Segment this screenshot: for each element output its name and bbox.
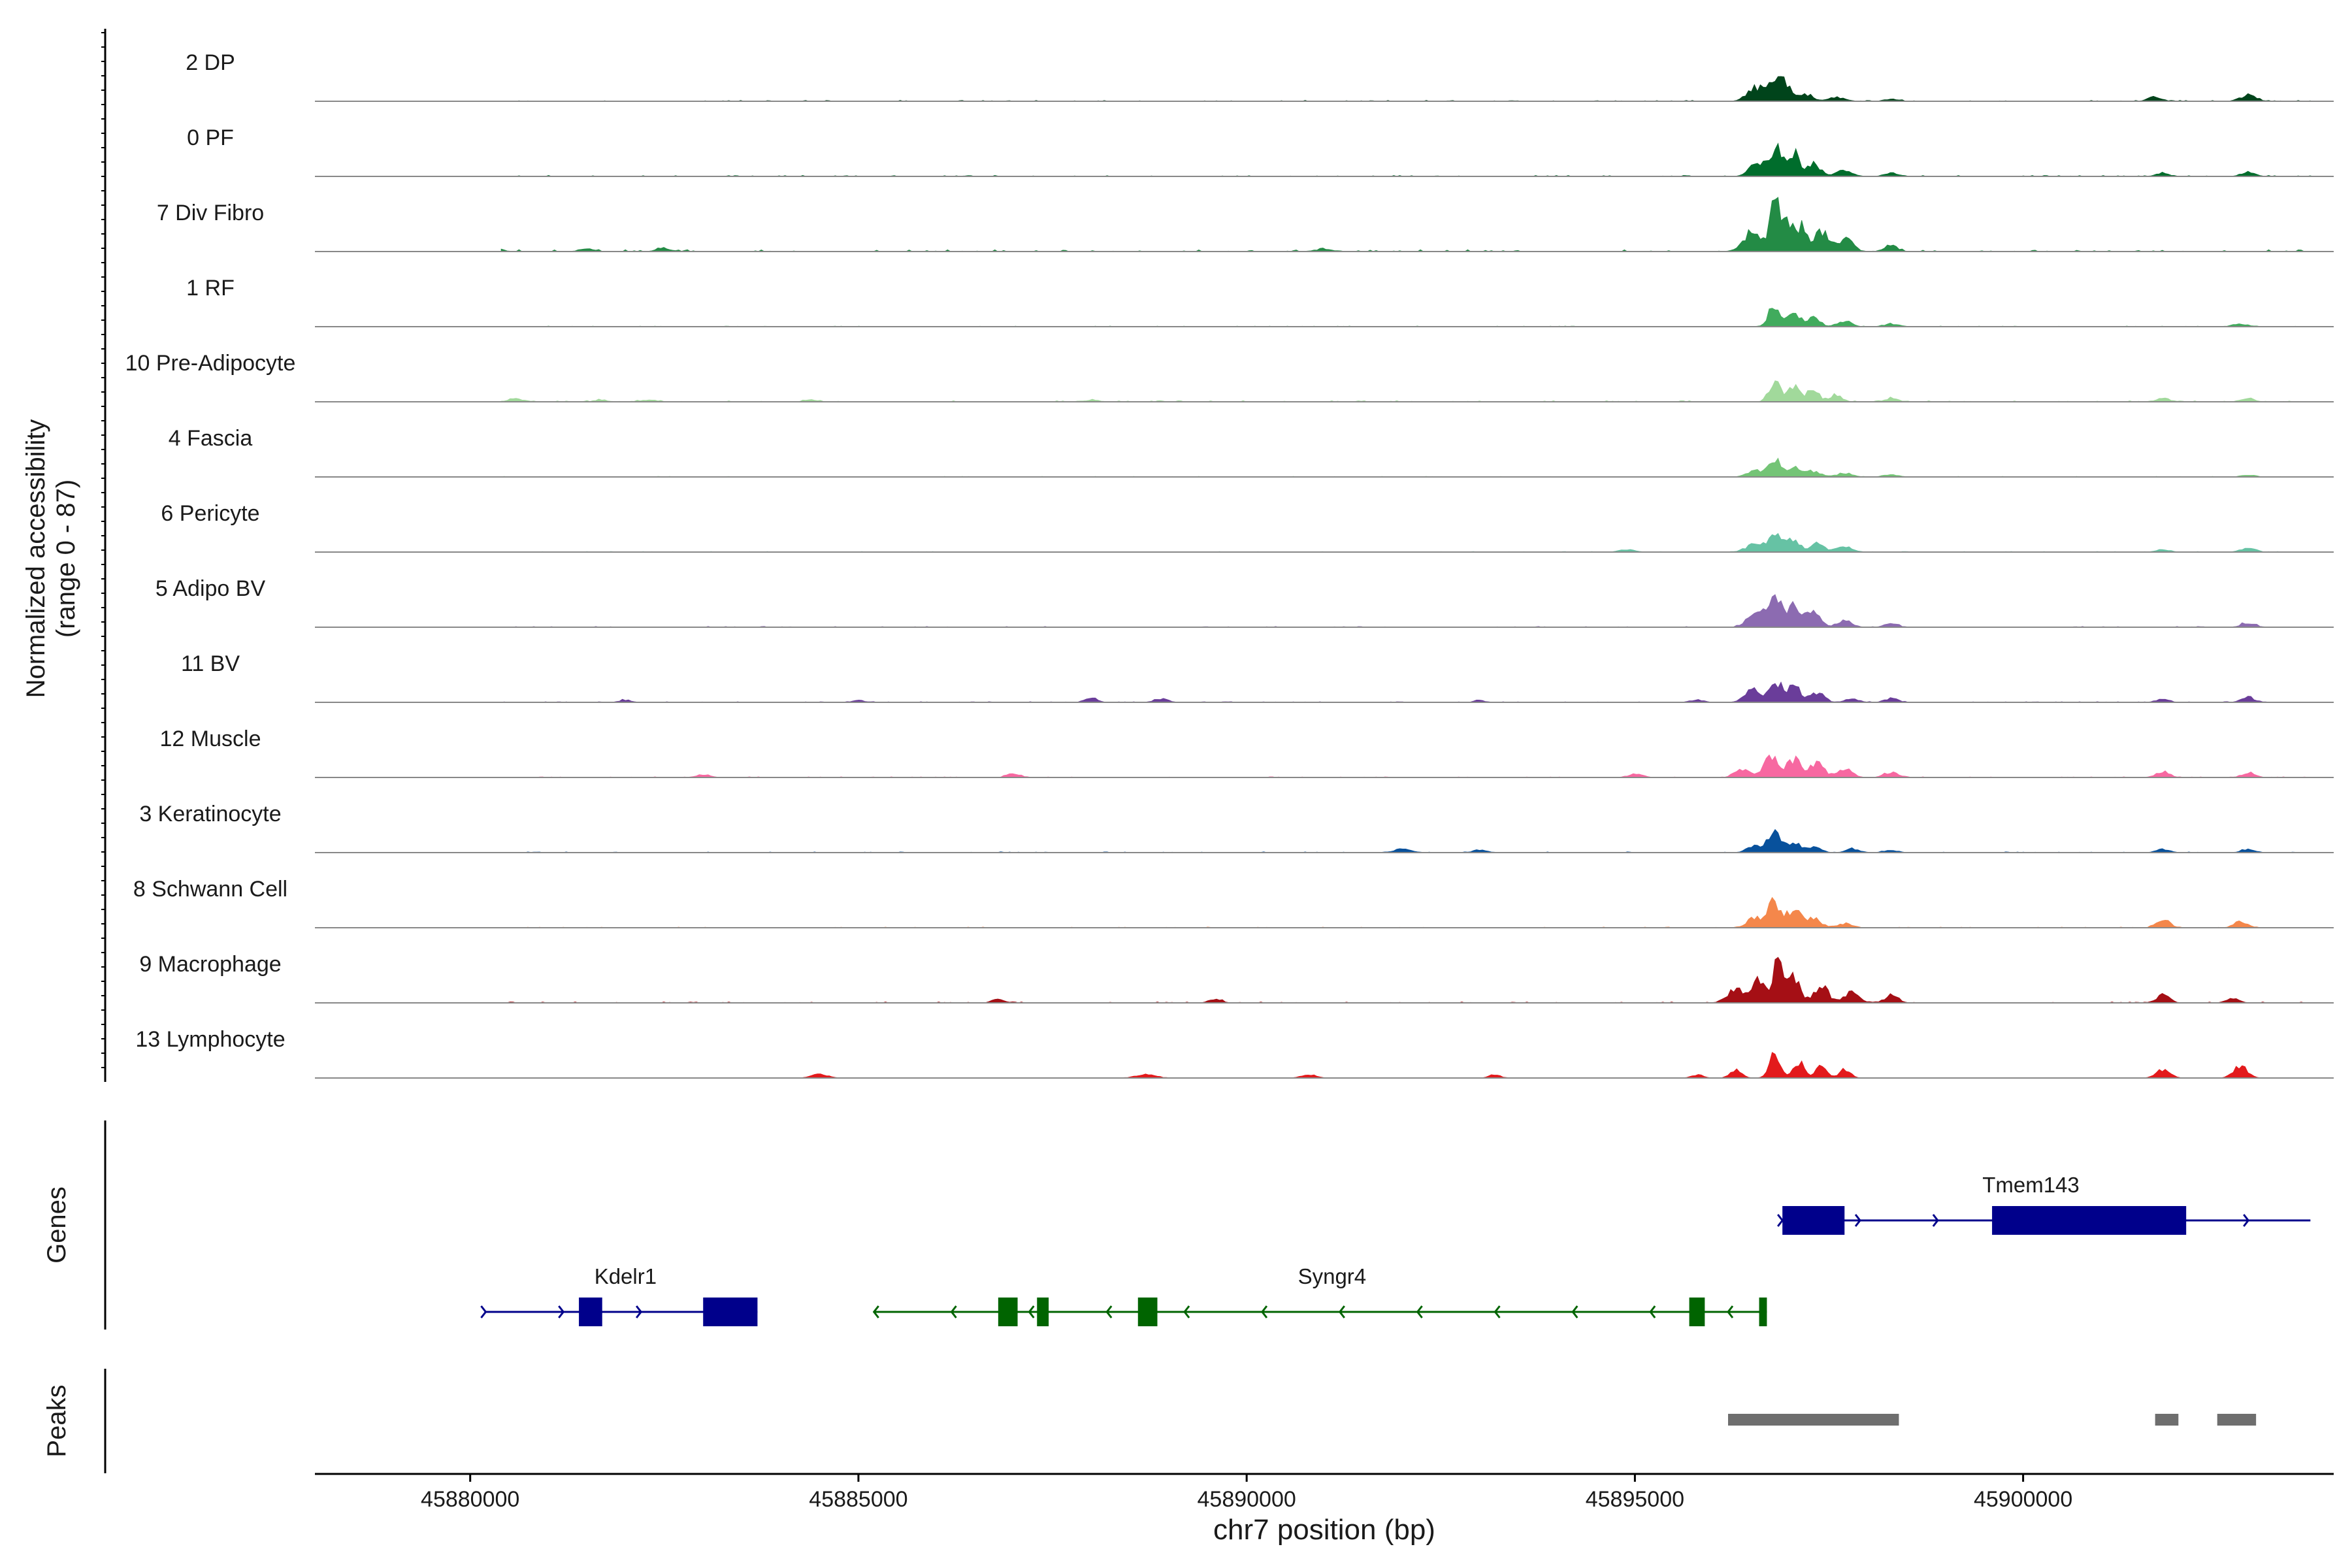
coverage-track-label: 2 DP: [186, 50, 235, 75]
coverage-track: 12 Muscle: [160, 727, 2334, 778]
strand-arrow: [950, 1305, 957, 1318]
strand-arrow: [1261, 1305, 1268, 1318]
coverage-track: 5 Adipo BV: [155, 576, 2334, 628]
coverage-track: 8 Schwann Cell: [133, 877, 2334, 928]
strand-arrow: [1028, 1305, 1035, 1318]
strand-arrow: [1338, 1305, 1345, 1318]
gene-exon: [1037, 1298, 1049, 1326]
coverage-track-label: 10 Pre-Adipocyte: [125, 351, 296, 376]
coverage-track-label: 4 Fascia: [169, 426, 253, 451]
coverage-track: 0 PF: [187, 125, 2334, 177]
coverage-track: 13 Lymphocyte: [135, 1027, 2334, 1079]
coverage-track-label: 0 PF: [187, 125, 234, 150]
strand-arrow: [480, 1305, 487, 1318]
strand-arrow: [1571, 1305, 1578, 1318]
strand-arrow: [1105, 1305, 1113, 1318]
coverage-track-label: 6 Pericyte: [161, 501, 259, 526]
coverage-track-label: 9 Macrophage: [139, 952, 281, 977]
gene-model: Kdelr1: [480, 1264, 758, 1326]
coverage-y-ticks: [101, 32, 105, 1068]
strand-arrow: [1854, 1214, 1861, 1227]
coverage-track-label: 13 Lymphocyte: [135, 1027, 285, 1052]
peak-region: [2155, 1414, 2179, 1426]
coverage-y-title-line2: (range 0 - 87): [52, 480, 80, 638]
x-tick-label: 45885000: [809, 1487, 907, 1512]
gene-name-label: Syngr4: [1298, 1264, 1367, 1288]
coverage-track: 1 RF: [186, 276, 2334, 327]
gene-exon: [1759, 1298, 1767, 1326]
coverage-track-label: 11 BV: [181, 651, 240, 676]
coverage-track-label: 5 Adipo BV: [155, 576, 266, 601]
coverage-track: 7 Div Fibro: [157, 197, 2334, 252]
coverage-track-label: 8 Schwann Cell: [133, 877, 287, 902]
strand-arrow: [1183, 1305, 1190, 1318]
strand-arrow: [2243, 1214, 2250, 1227]
coverage-track: 4 Fascia: [169, 426, 2334, 478]
x-tick-label: 45900000: [1974, 1487, 2072, 1512]
gene-exon: [998, 1298, 1018, 1326]
gene-exon: [1992, 1206, 2187, 1235]
strand-arrow: [558, 1305, 565, 1318]
coverage-y-title-line1: Normalized accessibility: [22, 419, 50, 698]
peak-region: [2217, 1414, 2257, 1426]
x-axis-ticks: 45880000 45885000 45890000 45895000 45900000: [421, 1474, 2072, 1512]
x-tick-label: 45880000: [421, 1487, 519, 1512]
gene-name-label: Kdelr1: [595, 1264, 657, 1288]
gene-exon: [1137, 1298, 1158, 1326]
gene-model: Tmem143: [1777, 1173, 2311, 1235]
peaks-track-title: Peaks: [42, 1384, 71, 1457]
x-tick-label: 45895000: [1586, 1487, 1684, 1512]
coverage-track: 11 BV: [181, 651, 2334, 703]
gene-exon: [579, 1298, 602, 1326]
coverage-track-label: 7 Div Fibro: [157, 201, 264, 225]
x-axis-title: chr7 position (bp): [1213, 1514, 1435, 1546]
genes-track: Kdelr1 Syngr4 Tmem143: [480, 1173, 2311, 1326]
strand-arrow: [1494, 1305, 1501, 1318]
genes-track-title: Genes: [42, 1186, 71, 1264]
gene-model: Syngr4: [872, 1264, 1767, 1326]
coverage-track: 10 Pre-Adipocyte: [125, 351, 2334, 402]
gene-exon: [703, 1298, 758, 1326]
strand-arrow: [1727, 1305, 1734, 1318]
coverage-track: 6 Pericyte: [161, 501, 2334, 553]
x-tick-label: 45890000: [1198, 1487, 1296, 1512]
coverage-tracks: 2 DP 0 PF 7 Div Fibro 1 RF 10 Pre-Adipocyte 4…: [125, 50, 2334, 1079]
strand-arrow: [635, 1305, 643, 1318]
peak-region: [1728, 1414, 1899, 1426]
coverage-track-label: 1 RF: [186, 276, 235, 301]
coverage-track: 2 DP: [186, 50, 2334, 102]
coverage-track-label: 3 Keratinocyte: [139, 802, 281, 826]
strand-arrow: [1932, 1214, 1939, 1227]
gene-exon: [1689, 1298, 1705, 1326]
coverage-y-title: Normalized accessibility (range 0 - 87): [22, 419, 80, 698]
coverage-track: 9 Macrophage: [139, 952, 2334, 1004]
strand-arrow: [1416, 1305, 1423, 1318]
strand-arrow: [1649, 1305, 1656, 1318]
gene-name-label: Tmem143: [1982, 1173, 2080, 1197]
coverage-track: 3 Keratinocyte: [139, 802, 2334, 853]
peaks-track: [1728, 1414, 2257, 1426]
strand-arrow: [872, 1305, 879, 1318]
gene-exon: [1782, 1206, 1845, 1235]
coverage-track-label: 12 Muscle: [160, 727, 261, 751]
